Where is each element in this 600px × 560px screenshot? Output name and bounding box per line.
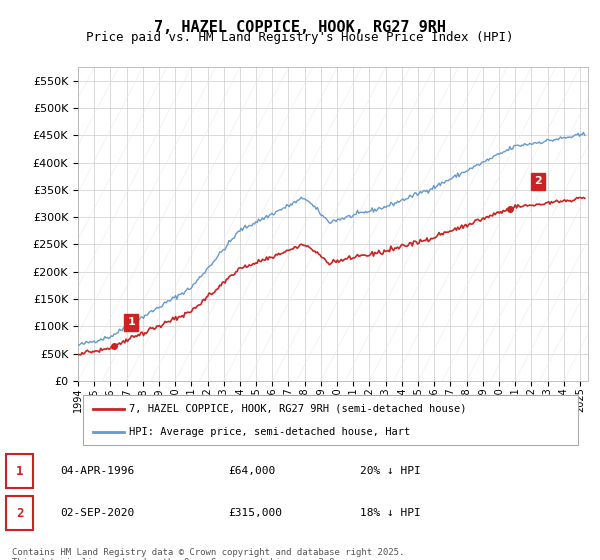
Text: 7, HAZEL COPPICE, HOOK, RG27 9RH: 7, HAZEL COPPICE, HOOK, RG27 9RH [154,20,446,35]
Text: 7, HAZEL COPPICE, HOOK, RG27 9RH (semi-detached house): 7, HAZEL COPPICE, HOOK, RG27 9RH (semi-d… [129,404,467,414]
FancyBboxPatch shape [83,395,578,445]
Text: 20% ↓ HPI: 20% ↓ HPI [360,466,421,477]
Text: Price paid vs. HM Land Registry's House Price Index (HPI): Price paid vs. HM Land Registry's House … [86,31,514,44]
FancyBboxPatch shape [6,454,33,488]
Text: 02-SEP-2020: 02-SEP-2020 [60,508,134,519]
Text: 1: 1 [127,317,135,327]
Text: £315,000: £315,000 [228,508,282,519]
Text: £64,000: £64,000 [228,466,275,477]
FancyBboxPatch shape [6,496,33,530]
Text: 2: 2 [534,176,542,186]
Text: 18% ↓ HPI: 18% ↓ HPI [360,508,421,519]
Text: 1: 1 [16,465,23,478]
Text: Contains HM Land Registry data © Crown copyright and database right 2025.
This d: Contains HM Land Registry data © Crown c… [12,548,404,560]
Text: 2: 2 [16,507,23,520]
Text: 04-APR-1996: 04-APR-1996 [60,466,134,477]
Text: HPI: Average price, semi-detached house, Hart: HPI: Average price, semi-detached house,… [129,427,410,437]
